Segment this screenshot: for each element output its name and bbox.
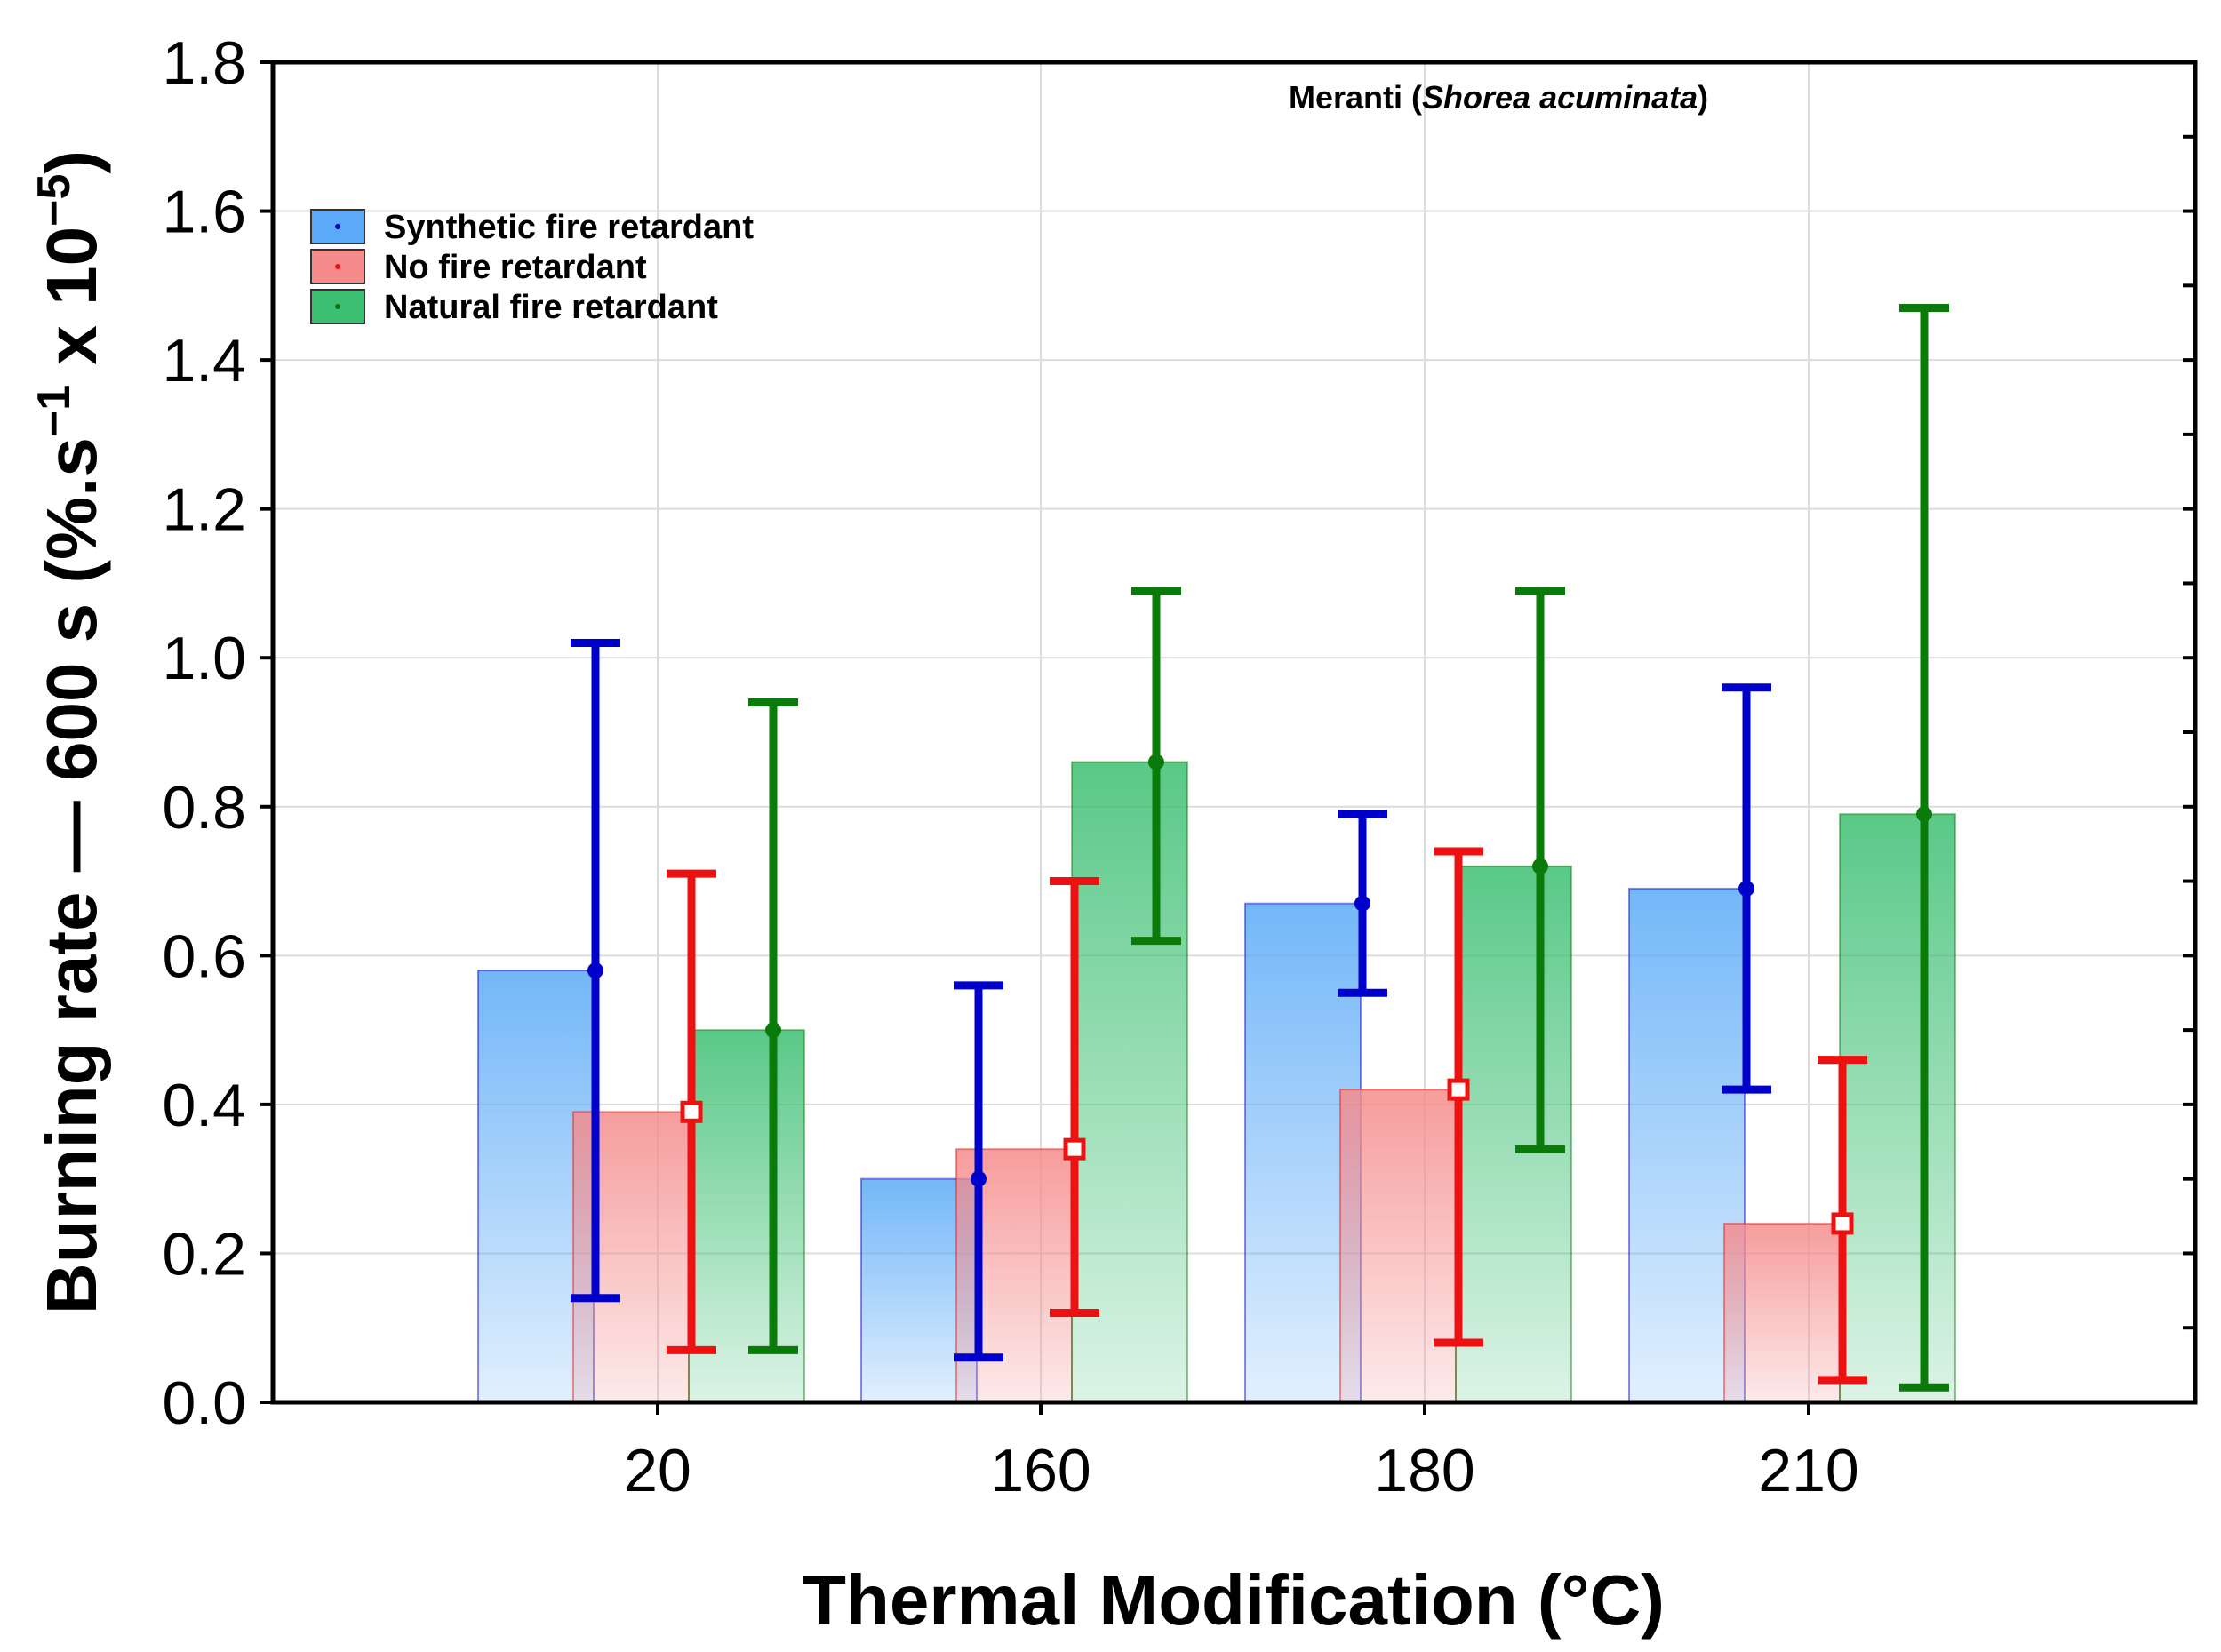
y-tick-label: 0.4 bbox=[162, 1072, 246, 1139]
y-tick-label: 1.4 bbox=[162, 327, 246, 395]
y-tick-label: 0.6 bbox=[162, 922, 246, 990]
legend-label: Synthetic fire retardant bbox=[384, 209, 754, 246]
legend-label: No fire retardant bbox=[384, 249, 647, 286]
bar bbox=[1839, 813, 1956, 1403]
mean-point bbox=[1916, 806, 1932, 823]
bar bbox=[1455, 865, 1572, 1403]
mean-point bbox=[765, 1022, 781, 1039]
y-axis-title: Burning rate — 600 s (%.s−1 x 10−5) bbox=[28, 150, 111, 1314]
y-tick-label: 0.2 bbox=[162, 1220, 246, 1288]
y-tick-label: 0.0 bbox=[162, 1369, 246, 1437]
x-tick-label: 210 bbox=[1758, 1437, 1858, 1504]
axis-ticks: 0.0 0.2 0.4 0.6 0.8 1.0 1.2 1.4 1.6 1.8 20 160 180 21… bbox=[162, 29, 2195, 1504]
y-tick-label: 1.8 bbox=[162, 29, 246, 97]
bar bbox=[1723, 1222, 1841, 1404]
y-tick-label: 0.8 bbox=[162, 774, 246, 842]
mean-point bbox=[1532, 858, 1548, 874]
legend-marker bbox=[335, 224, 340, 229]
x-tick-label: 180 bbox=[1374, 1437, 1474, 1504]
mean-point bbox=[1447, 1078, 1470, 1101]
x-tick-label: 160 bbox=[990, 1437, 1091, 1504]
mean-point bbox=[1831, 1212, 1854, 1235]
legend-marker bbox=[335, 304, 340, 309]
bar bbox=[955, 1148, 1073, 1403]
mean-point bbox=[587, 962, 603, 979]
y-tick-label: 1.2 bbox=[162, 476, 246, 544]
mean-point bbox=[1354, 895, 1370, 912]
legend-swatch bbox=[310, 289, 365, 324]
bars bbox=[477, 761, 1956, 1404]
x-axis-title: Thermal Modification (°C) bbox=[803, 1560, 1665, 1640]
mean-point bbox=[1148, 754, 1164, 770]
bar bbox=[572, 1111, 690, 1404]
mean-point bbox=[1063, 1137, 1086, 1161]
y-tick-label: 1.6 bbox=[162, 179, 246, 246]
bar bbox=[1071, 761, 1188, 1403]
x-tick-label: 20 bbox=[624, 1437, 691, 1504]
legend-marker bbox=[335, 264, 340, 269]
chart-annotation: Meranti (Shorea acuminata) bbox=[1289, 79, 1708, 116]
bar bbox=[1339, 1089, 1457, 1403]
mean-point bbox=[680, 1100, 703, 1123]
y-tick-label: 1.0 bbox=[162, 625, 246, 692]
legend-label: Natural fire retardant bbox=[384, 289, 718, 326]
error-bars bbox=[571, 303, 1949, 1392]
mean-point bbox=[1738, 880, 1754, 897]
mean-point bbox=[971, 1170, 987, 1187]
bar bbox=[1628, 887, 1746, 1403]
